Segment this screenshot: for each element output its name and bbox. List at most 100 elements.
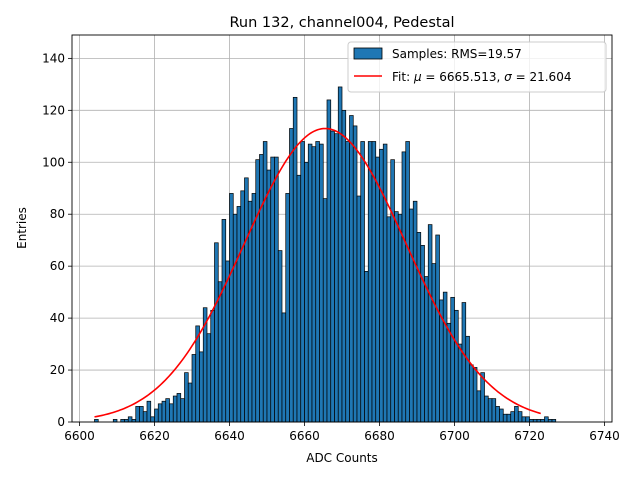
histogram-bar xyxy=(165,398,170,423)
histogram-bar xyxy=(484,395,489,423)
histogram-bar xyxy=(270,156,275,423)
histogram-bar xyxy=(154,408,159,423)
histogram-bar xyxy=(326,99,332,423)
legend-swatch-samples xyxy=(353,47,383,60)
histogram-bar xyxy=(491,398,497,423)
histogram-bar xyxy=(476,390,482,423)
histogram-bar xyxy=(364,271,369,423)
histogram-bar xyxy=(420,245,425,423)
histogram-bar xyxy=(304,161,309,423)
histogram-bar xyxy=(431,263,437,423)
histogram-bar xyxy=(187,382,193,423)
histogram-bar xyxy=(390,159,395,423)
histogram-bar xyxy=(506,413,512,423)
histogram-bar xyxy=(487,398,493,423)
x-tick-label: 6640 xyxy=(214,429,245,443)
sigma-symbol: σ xyxy=(504,70,512,84)
fit-prefix: Fit: xyxy=(392,70,414,84)
histogram-bar xyxy=(375,156,380,423)
histogram-bar xyxy=(454,309,459,423)
legend-box xyxy=(347,41,607,93)
histogram-bar xyxy=(382,143,388,423)
mu-equals: = xyxy=(422,70,440,84)
x-axis-label: ADC Counts xyxy=(306,451,378,465)
x-tick-label: 6720 xyxy=(514,429,545,443)
histogram-bar xyxy=(311,146,317,423)
histogram-bar xyxy=(495,406,500,423)
histogram-bar xyxy=(251,193,257,423)
legend-label-samples: Samples: RMS=19.57 xyxy=(392,47,522,61)
histogram-bar xyxy=(412,200,418,423)
histogram-bar xyxy=(244,177,249,423)
histogram-bar xyxy=(461,302,467,423)
histogram-bar xyxy=(142,411,148,423)
histogram-bar xyxy=(139,406,144,423)
histogram-bar xyxy=(169,403,174,423)
histogram-bar xyxy=(217,281,223,423)
histogram-bar xyxy=(184,372,189,423)
histogram-bar xyxy=(521,416,527,423)
histogram-bar xyxy=(176,393,182,423)
histogram-bar xyxy=(457,343,463,423)
mu-symbol: μ xyxy=(413,70,422,84)
histogram-bar xyxy=(285,193,290,423)
histogram-bar xyxy=(367,141,373,423)
histogram-bar xyxy=(236,206,242,423)
histogram-bar xyxy=(499,408,504,423)
histogram-bar xyxy=(150,416,155,423)
histogram-bar xyxy=(525,416,530,423)
y-tick-label: 40 xyxy=(50,311,65,325)
histogram-bar xyxy=(416,232,422,423)
y-tick-label: 20 xyxy=(50,363,65,377)
plot-frame xyxy=(71,34,613,423)
histogram-bar xyxy=(180,398,185,423)
histogram-bar xyxy=(206,333,212,423)
x-axis-ticks: 6600 6620 6640 6660 6680 6700 6720 6740 xyxy=(64,422,620,443)
histogram-bar xyxy=(322,198,328,423)
histogram-bar xyxy=(360,141,365,423)
histogram-bar xyxy=(255,159,260,423)
histogram-bar xyxy=(229,193,234,423)
histogram-bar xyxy=(394,211,399,423)
histogram-bar xyxy=(210,309,215,423)
histogram-bar xyxy=(334,133,339,423)
histogram-bar xyxy=(405,141,410,423)
histogram-bar xyxy=(240,190,245,423)
fit-separator: , xyxy=(497,70,505,84)
x-tick-label: 6700 xyxy=(439,429,470,443)
chart-title: Run 132, channel004, Pedestal xyxy=(229,15,454,31)
x-tick-label: 6680 xyxy=(364,429,395,443)
histogram-bar xyxy=(214,242,219,423)
x-tick-label: 6600 xyxy=(64,429,95,443)
histogram-bar xyxy=(300,141,305,423)
histogram-bar xyxy=(427,224,433,423)
histogram-bars xyxy=(94,86,557,423)
y-tick-label: 100 xyxy=(42,155,65,169)
histogram-bar xyxy=(161,400,167,423)
histogram-bar xyxy=(544,416,549,423)
fit-curve xyxy=(94,127,541,418)
histogram-bar xyxy=(352,125,358,423)
y-tick-label: 140 xyxy=(42,51,65,65)
histogram-bar xyxy=(146,400,152,423)
histogram-bar xyxy=(386,216,392,423)
histogram-bar xyxy=(157,403,163,423)
histogram-bar xyxy=(356,195,362,423)
histogram-bar xyxy=(191,354,197,423)
histogram-bar xyxy=(307,143,313,423)
histogram-bar xyxy=(277,250,283,423)
histogram-bar xyxy=(232,213,238,423)
histogram-bar xyxy=(401,151,407,423)
histogram-bar xyxy=(502,413,508,423)
sigma-equals: = xyxy=(512,70,530,84)
histogram-bar xyxy=(397,213,403,423)
histogram-bar xyxy=(349,115,354,423)
y-axis-label: Entries xyxy=(15,207,29,249)
histogram-bar xyxy=(465,335,470,423)
y-tick-label: 0 xyxy=(57,415,65,429)
histogram-bar xyxy=(435,234,440,423)
histogram-bar xyxy=(424,276,429,423)
histogram-bar xyxy=(514,406,519,423)
histogram-bar xyxy=(262,141,268,423)
